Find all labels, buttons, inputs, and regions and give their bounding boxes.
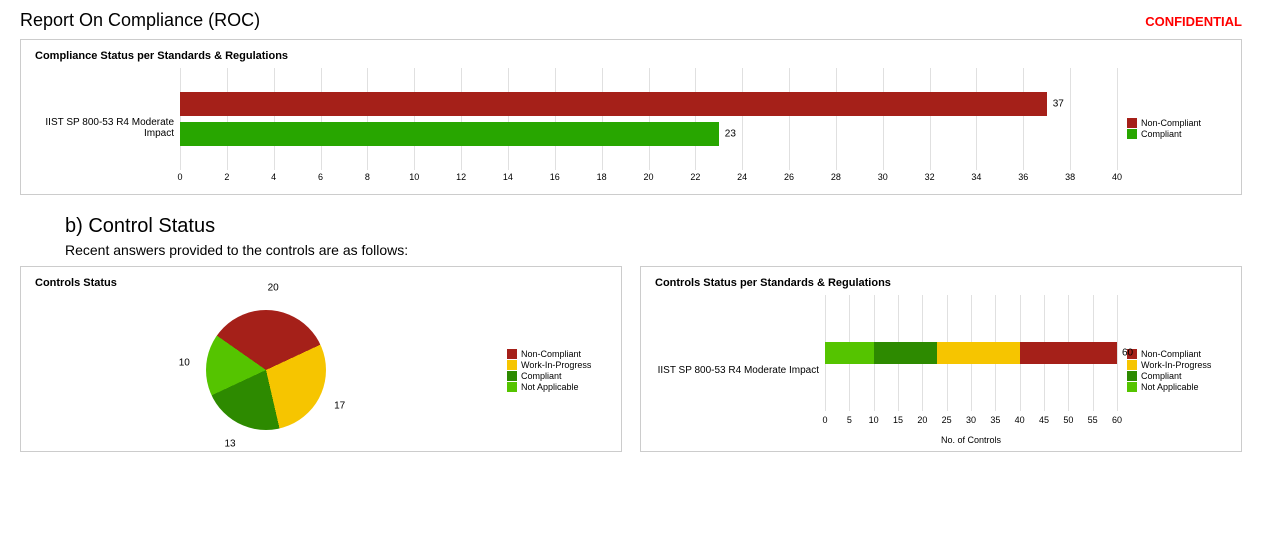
legend-item: Not Applicable [1127, 382, 1227, 392]
legend-swatch [507, 371, 517, 381]
x-tick: 26 [784, 172, 794, 182]
x-tick: 10 [869, 415, 879, 425]
x-tick: 35 [990, 415, 1000, 425]
x-tick: 16 [550, 172, 560, 182]
legend-item: Non-Compliant [507, 349, 607, 359]
page-title: Report On Compliance (ROC) [20, 10, 260, 31]
stacked-category-label: IIST SP 800-53 R4 Moderate Impact [655, 295, 825, 445]
legend-item: Work-In-Progress [507, 360, 607, 370]
pie-title: Controls Status [35, 277, 607, 289]
x-tick: 25 [942, 415, 952, 425]
segment-non-compliant [1020, 342, 1117, 364]
pie-slice-label: 20 [268, 283, 279, 294]
pie-legend: Non-CompliantWork-In-ProgressCompliantNo… [497, 349, 607, 392]
chart-title: Compliance Status per Standards & Regula… [35, 50, 1227, 62]
legend-label: Compliant [521, 371, 562, 381]
section-b-subheading: Recent answers provided to the controls … [65, 242, 1242, 258]
legend-label: Non-Compliant [521, 349, 581, 359]
legend-label: Work-In-Progress [1141, 360, 1211, 370]
x-tick: 5 [847, 415, 852, 425]
x-tick: 14 [503, 172, 513, 182]
chart1-plot: 3723 02468101214161820222426283032343638… [180, 68, 1117, 188]
x-tick: 0 [177, 172, 182, 182]
x-tick: 10 [409, 172, 419, 182]
compliance-status-chart: Compliance Status per Standards & Regula… [20, 39, 1242, 195]
pie-slice-label: 13 [224, 438, 235, 449]
controls-status-pie: Controls Status 20171310 Non-CompliantWo… [20, 266, 622, 452]
section-b: b) Control Status Recent answers provide… [20, 215, 1242, 258]
x-tick: 60 [1112, 415, 1122, 425]
x-tick: 18 [597, 172, 607, 182]
x-tick: 0 [822, 415, 827, 425]
legend-label: Not Applicable [521, 382, 579, 392]
x-tick: 38 [1065, 172, 1075, 182]
x-tick: 55 [1088, 415, 1098, 425]
confidential-stamp: CONFIDENTIAL [1145, 14, 1242, 29]
x-tick: 12 [456, 172, 466, 182]
legend-item: Not Applicable [507, 382, 607, 392]
stacked-total-label: 60 [1117, 348, 1133, 359]
legend-item: Compliant [507, 371, 607, 381]
legend-swatch [1127, 118, 1137, 128]
x-tick: 20 [643, 172, 653, 182]
x-tick: 4 [271, 172, 276, 182]
legend-label: Not Applicable [1141, 382, 1199, 392]
chart1-legend: Non-CompliantCompliant [1117, 68, 1227, 188]
legend-swatch [507, 382, 517, 392]
x-tick: 28 [831, 172, 841, 182]
x-tick: 6 [318, 172, 323, 182]
legend-label: Compliant [1141, 371, 1182, 381]
bar-value-label: 23 [719, 129, 736, 140]
legend-label: Non-Compliant [1141, 118, 1201, 128]
pie-plot: 20171310 [35, 310, 497, 430]
chart1-category-label: IIST SP 800-53 R4 Moderate Impact [35, 68, 180, 188]
legend-item: Compliant [1127, 129, 1227, 139]
gridline [1117, 68, 1118, 170]
legend-swatch [507, 349, 517, 359]
report-header: Report On Compliance (ROC) CONFIDENTIAL [20, 10, 1242, 31]
legend-item: Non-Compliant [1127, 118, 1227, 128]
stacked-legend: Non-CompliantWork-In-ProgressCompliantNo… [1117, 295, 1227, 445]
segment-work-in-progress [937, 342, 1020, 364]
x-tick: 50 [1063, 415, 1073, 425]
x-tick: 30 [878, 172, 888, 182]
x-tick: 8 [365, 172, 370, 182]
legend-swatch [1127, 382, 1137, 392]
bar-compliant: 23 [180, 122, 719, 146]
stacked-title: Controls Status per Standards & Regulati… [655, 277, 1227, 289]
segment-compliant [874, 342, 937, 364]
legend-swatch [1127, 371, 1137, 381]
legend-item: Non-Compliant [1127, 349, 1227, 359]
legend-swatch [1127, 360, 1137, 370]
x-tick: 22 [690, 172, 700, 182]
stacked-x-axis-label: No. of Controls [825, 435, 1117, 445]
legend-label: Non-Compliant [1141, 349, 1201, 359]
x-tick: 32 [925, 172, 935, 182]
legend-swatch [1127, 129, 1137, 139]
x-tick: 40 [1015, 415, 1025, 425]
x-tick: 24 [737, 172, 747, 182]
section-b-heading: b) Control Status [65, 215, 1242, 238]
segment-not-applicable [825, 342, 874, 364]
x-tick: 20 [917, 415, 927, 425]
x-tick: 45 [1039, 415, 1049, 425]
legend-item: Work-In-Progress [1127, 360, 1227, 370]
controls-status-stacked: Controls Status per Standards & Regulati… [640, 266, 1242, 452]
legend-label: Compliant [1141, 129, 1182, 139]
x-tick: 15 [893, 415, 903, 425]
legend-swatch [507, 360, 517, 370]
bar-value-label: 37 [1047, 99, 1064, 110]
x-tick: 34 [971, 172, 981, 182]
legend-item: Compliant [1127, 371, 1227, 381]
x-tick: 40 [1112, 172, 1122, 182]
pie-slice-label: 10 [179, 357, 190, 368]
pie-slice-label: 17 [334, 400, 345, 411]
x-tick: 36 [1018, 172, 1028, 182]
legend-label: Work-In-Progress [521, 360, 591, 370]
bar-non-compliant: 37 [180, 92, 1047, 116]
stacked-plot: 60 051015202530354045505560 No. of Contr… [825, 295, 1117, 445]
x-tick: 30 [966, 415, 976, 425]
x-tick: 2 [224, 172, 229, 182]
